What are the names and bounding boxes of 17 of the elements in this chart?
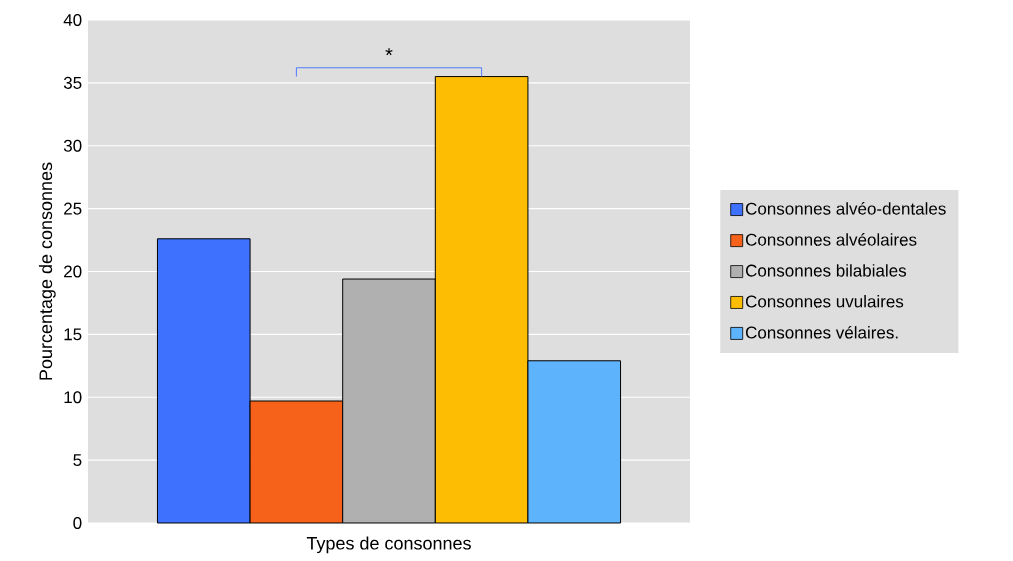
legend-label: Consonnes vélaires. [745, 325, 898, 339]
y-tick-label: 10 [64, 391, 82, 404]
legend-label: Consonnes uvulaires [745, 295, 904, 308]
y-tick-label: 25 [64, 202, 82, 215]
annotation: * [385, 48, 393, 56]
y-tick-label: 35 [63, 76, 82, 89]
y-tick-label: 40 [63, 13, 82, 27]
y-tick-label: 5 [73, 454, 82, 467]
legend-label: Consonnes bilabiales [745, 264, 907, 277]
y-tick-label: 15 [64, 328, 82, 341]
y-tick-label: 20 [64, 265, 82, 278]
y-axis-title: Pourcentage de consonnes [38, 162, 56, 380]
y-tick-label: 30 [63, 139, 82, 152]
legend-label: Consonnes alvéo-dentales [745, 202, 946, 215]
legend-label: Consonnes alvéolaires [745, 233, 917, 246]
x-axis-title: Types de consonnes [306, 536, 471, 554]
y-tick-label: 0 [73, 516, 82, 530]
